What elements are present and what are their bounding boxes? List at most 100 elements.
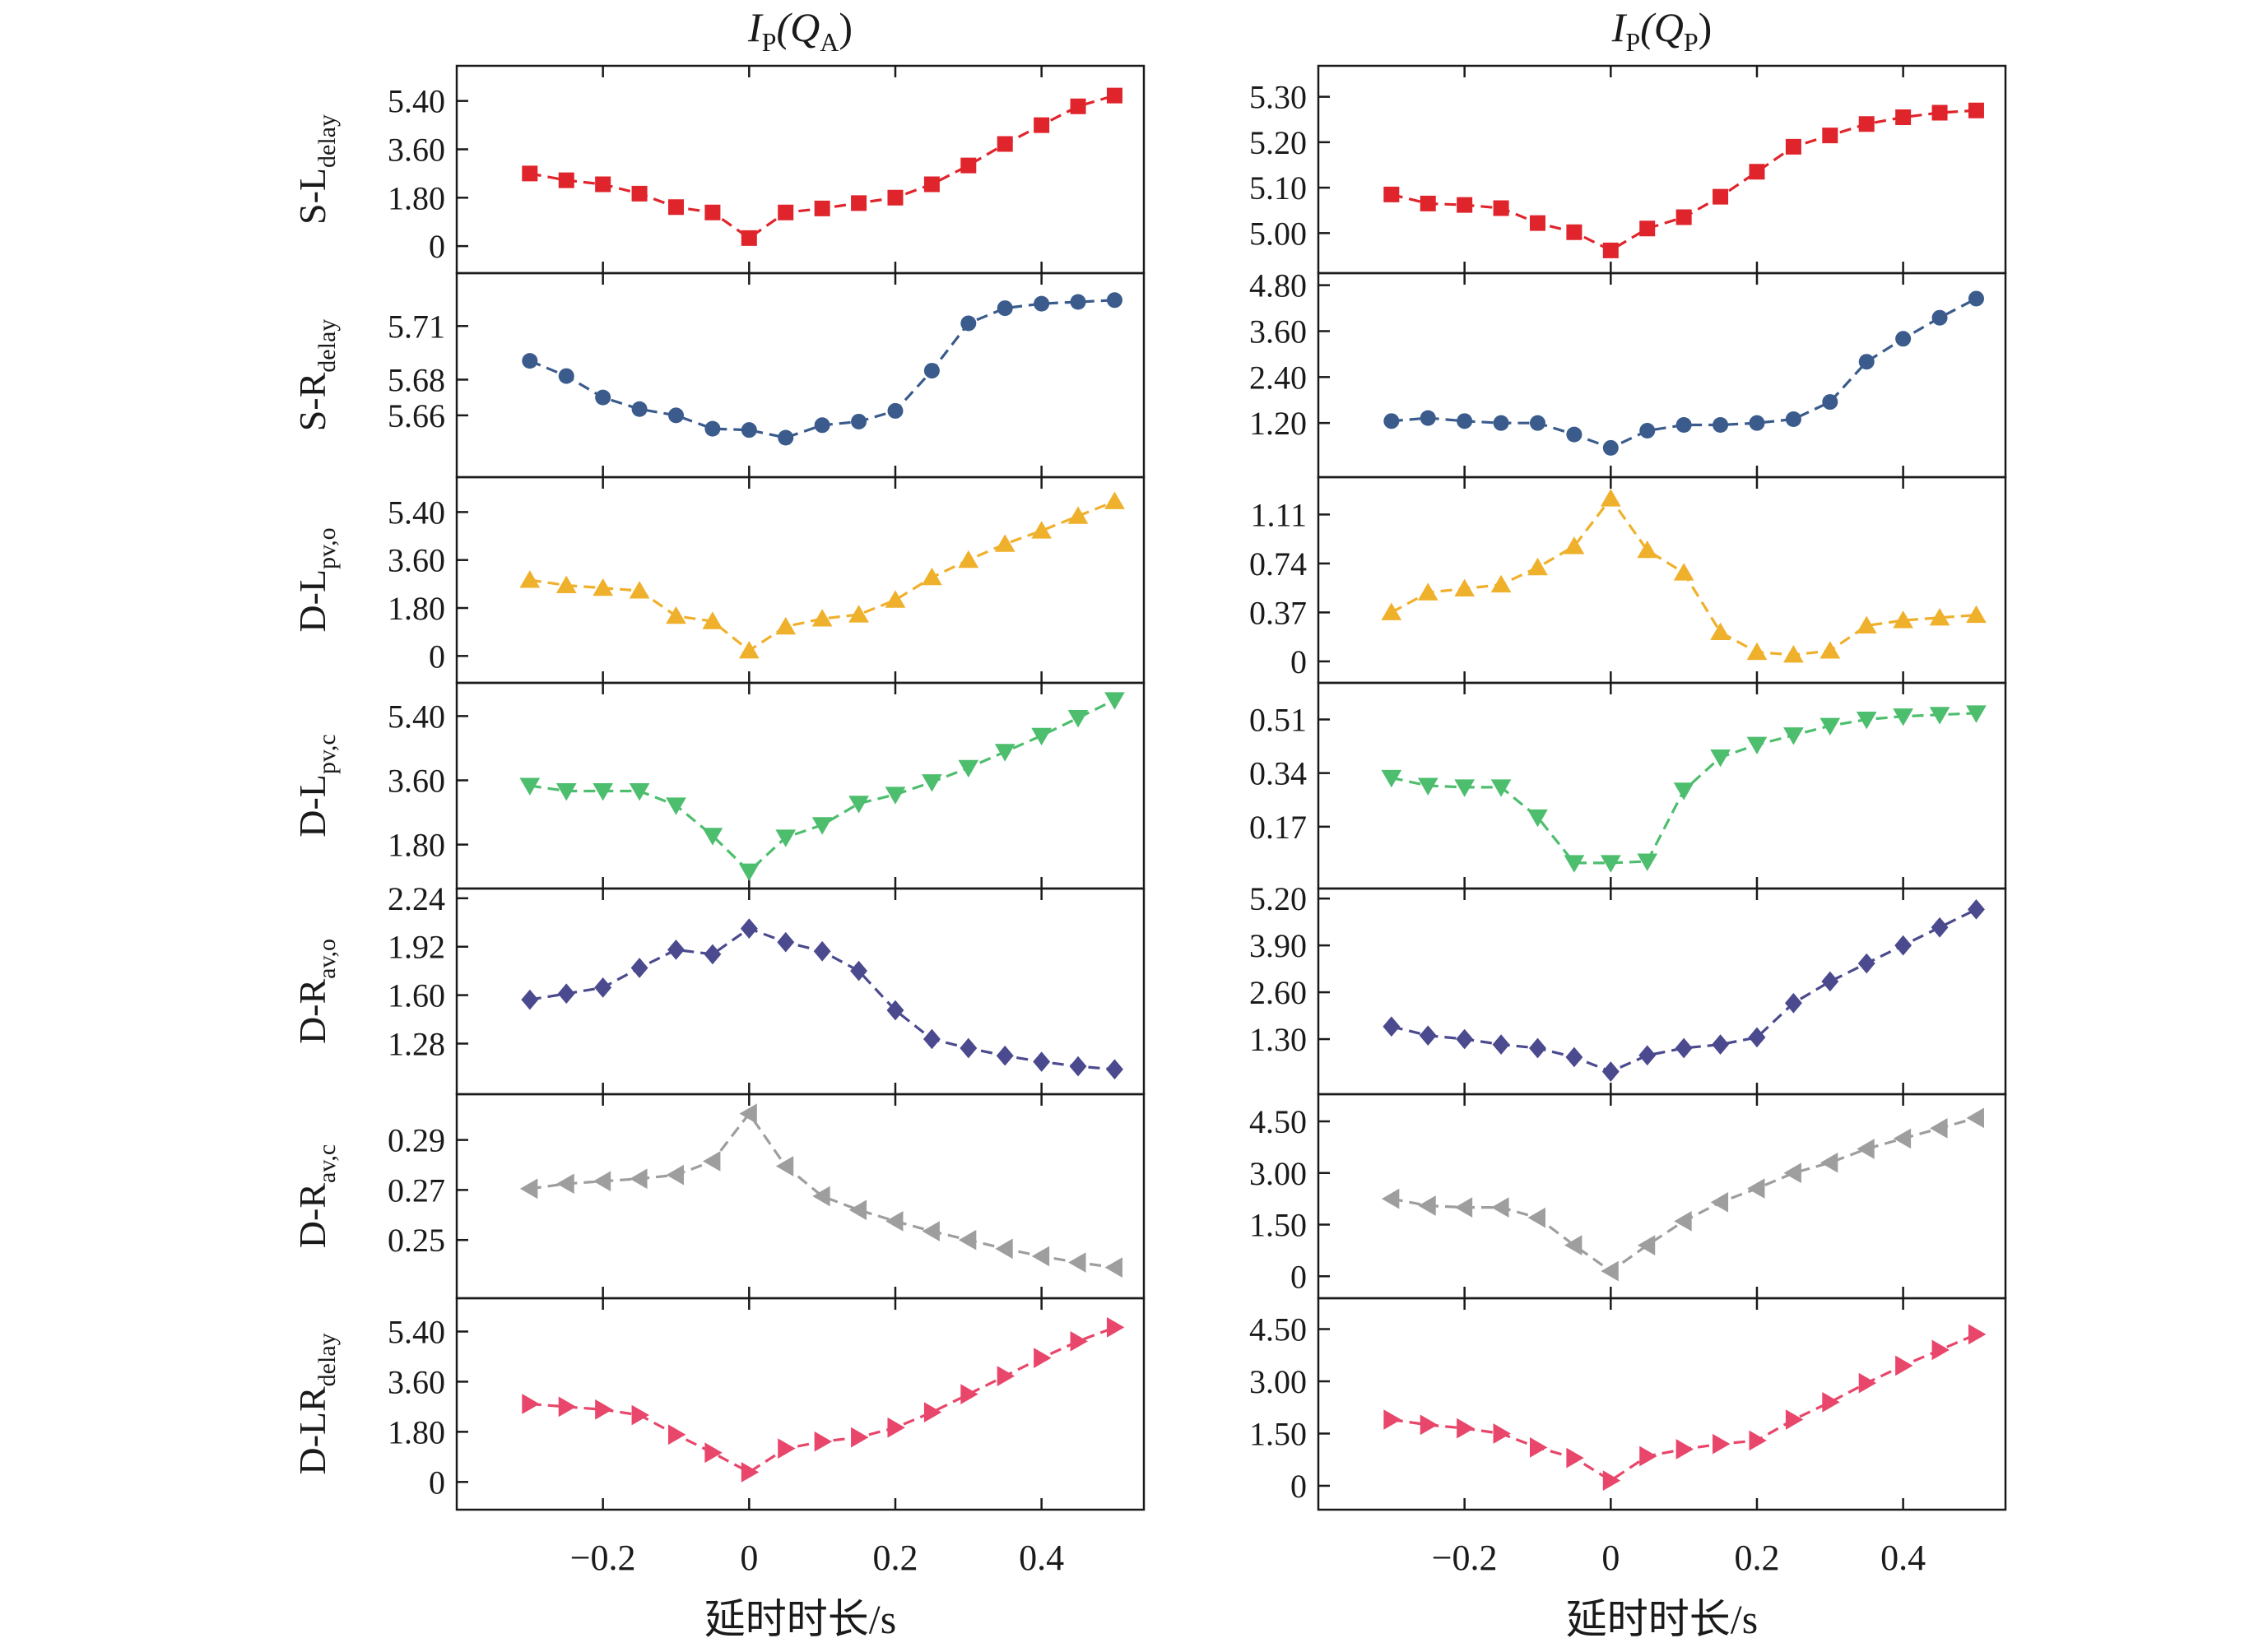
data-point <box>593 1171 611 1192</box>
data-point <box>738 640 760 659</box>
data-point <box>1457 413 1473 429</box>
data-point <box>1675 1037 1693 1059</box>
series-line <box>1391 1333 1978 1483</box>
data-point <box>1418 1195 1436 1216</box>
data-point <box>1493 1423 1511 1444</box>
data-point <box>1602 1470 1621 1491</box>
data-point <box>1783 1162 1801 1184</box>
data-point <box>1822 1392 1840 1413</box>
data-point <box>1527 557 1548 576</box>
data-point <box>1710 622 1731 641</box>
data-point <box>1070 294 1086 310</box>
y-tick-label: 5.71 <box>388 308 445 345</box>
y-tick-label: 1.92 <box>388 929 445 966</box>
data-point <box>1747 1178 1765 1199</box>
data-point <box>1858 116 1875 132</box>
y-tick-label: 1.50 <box>1249 1207 1307 1244</box>
data-point <box>1966 1107 1984 1129</box>
y-tick-label: 3.60 <box>388 131 445 168</box>
y-tick-label: 3.00 <box>1249 1363 1307 1400</box>
data-point <box>778 1438 796 1459</box>
y-tick-label: 4.50 <box>1249 1311 1307 1348</box>
data-point <box>1675 209 1692 225</box>
y-tick-label: 3.90 <box>1249 927 1307 964</box>
data-point <box>1566 1447 1584 1469</box>
panel: 0 1.80 3.60 5.40 <box>388 1297 1146 1511</box>
data-point <box>522 353 538 369</box>
data-point <box>1675 1439 1694 1459</box>
x-tick-label: 0 <box>1601 1538 1620 1578</box>
column-title: IP(QA) <box>747 4 853 57</box>
data-point <box>1968 290 1984 307</box>
panel: 0 0.37 0.74 1.11 <box>1249 476 2007 684</box>
data-point <box>1856 615 1877 633</box>
data-point <box>1417 777 1438 796</box>
data-point <box>1931 916 1949 938</box>
data-point <box>997 1366 1015 1386</box>
row-label-main: D-L <box>291 774 333 838</box>
data-point <box>519 1178 538 1200</box>
y-tick-label: 5.20 <box>1249 880 1307 917</box>
y-tick-label: 0.51 <box>1249 702 1307 739</box>
data-point <box>1601 1260 1619 1282</box>
data-point <box>1857 953 1875 974</box>
data-point <box>1712 1034 1730 1055</box>
data-point <box>1929 707 1950 725</box>
panel: 0 1.80 3.60 5.40 <box>388 476 1146 684</box>
y-tick-label: 1.60 <box>388 977 445 1014</box>
data-point <box>667 407 684 424</box>
data-point <box>995 1238 1013 1260</box>
data-point <box>1529 1437 1548 1458</box>
data-point <box>1710 749 1731 768</box>
panel-frame <box>1317 1093 2007 1300</box>
data-point <box>1749 1430 1767 1451</box>
data-point <box>631 185 648 202</box>
data-point <box>630 958 648 978</box>
column-title-arg: (Q <box>1640 4 1684 50</box>
data-point <box>1106 1317 1125 1338</box>
x-tick-label: −0.2 <box>570 1538 636 1578</box>
data-point <box>1600 489 1621 507</box>
column-title: IP(QP) <box>1611 4 1713 57</box>
data-point <box>1749 415 1765 431</box>
data-point <box>1070 98 1086 114</box>
data-point <box>1381 1188 1400 1209</box>
data-point <box>1031 1246 1050 1267</box>
x-tick-label: 0 <box>740 1538 758 1578</box>
data-point <box>631 401 648 417</box>
data-point <box>1784 992 1802 1014</box>
data-point <box>738 863 760 882</box>
y-tick-label: 0 <box>429 228 445 265</box>
y-tick-label: 5.68 <box>388 361 445 398</box>
data-point <box>558 1396 577 1418</box>
data-point <box>593 783 614 801</box>
y-tick-label: 1.30 <box>1249 1021 1307 1058</box>
panel: 0.25 0.27 0.29 <box>388 1093 1146 1300</box>
y-tick-label: 0.17 <box>1249 809 1307 846</box>
data-point <box>555 783 577 801</box>
column-title-main: I <box>1611 4 1628 50</box>
data-point <box>1420 195 1436 211</box>
data-point <box>1710 1191 1729 1213</box>
data-point <box>811 609 833 627</box>
data-point <box>1383 413 1400 429</box>
y-tick-label: 0.74 <box>1249 545 1307 582</box>
data-point <box>739 1103 757 1125</box>
data-point <box>1454 1197 1473 1218</box>
data-point <box>703 1151 721 1172</box>
data-point <box>522 1394 540 1414</box>
data-point <box>923 1402 942 1423</box>
data-point <box>1104 491 1125 509</box>
data-point <box>595 176 611 193</box>
data-point <box>1454 578 1476 596</box>
row-label-main: S-R <box>291 372 333 431</box>
row-label-sub: pv,o <box>314 527 341 569</box>
data-point <box>1820 1152 1838 1173</box>
y-tick-label: 4.80 <box>1249 267 1307 304</box>
data-point <box>887 402 904 419</box>
y-tick-label: 1.11 <box>1250 496 1307 533</box>
data-point <box>1820 641 1841 659</box>
x-axis-label: 延时时长/s <box>704 1596 896 1642</box>
data-point <box>1420 1414 1438 1436</box>
